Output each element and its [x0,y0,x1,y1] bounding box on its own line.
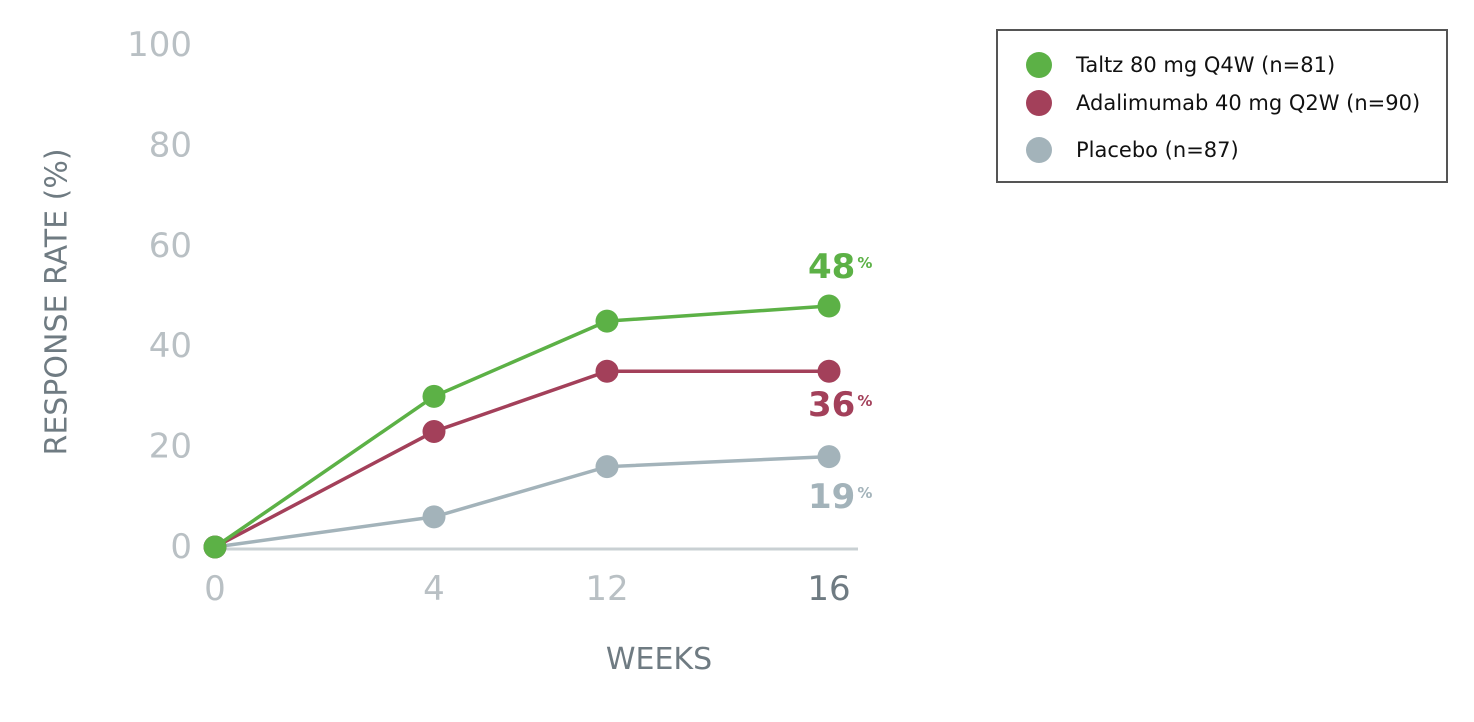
x-tick-label: 0 [204,569,226,609]
data-point [422,505,446,529]
y-tick-label: 40 [149,326,192,366]
data-point [203,535,227,559]
data-point [817,294,841,318]
y-tick-label: 80 [149,125,192,165]
legend-label: Placebo (n=87) [1076,138,1239,162]
end-value-suffix: % [857,392,872,410]
y-axis-ticks: 0 20 40 60 80 100 [127,25,192,567]
legend-label: Adalimumab 40 mg Q2W (n=90) [1076,91,1421,115]
end-value-label: 48% [808,247,872,287]
legend-item: Taltz 80 mg Q4W (n=81) [1026,50,1335,80]
y-axis-title: RESPONSE RATE (%) [40,148,75,455]
end-value-suffix: % [857,254,872,272]
x-axis-title: WEEKS [606,642,712,677]
end-value-label: 19% [808,477,872,517]
data-point [817,359,841,383]
series-line [214,454,830,549]
y-tick-label: 100 [127,25,192,65]
y-tick-label: 60 [149,226,192,266]
legend-item: Placebo (n=87) [1026,135,1239,165]
end-labels: 48 % 36 % 19% [808,247,872,517]
y-tick-label: 20 [149,427,192,467]
x-tick-label: 4 [423,569,445,609]
series-line [214,369,829,549]
y-tick-label: 0 [170,527,192,567]
data-point [595,359,619,383]
data-point [422,384,446,408]
legend: Taltz 80 mg Q4W (n=81) Adalimumab 40 mg Q… [996,29,1448,183]
data-point [817,445,841,469]
series-layer [203,294,841,559]
series-1 [203,294,841,559]
x-tick-label: 12 [585,569,628,609]
legend-item: Adalimumab 40 mg Q2W (n=90) [1026,88,1420,118]
legend-marker [1026,137,1052,163]
series-line [214,304,830,549]
legend-marker [1026,52,1052,78]
x-axis: 0 4 12 16 [204,547,858,609]
data-point [595,455,619,479]
series-2 [203,359,841,559]
legend-marker [1026,90,1052,116]
data-point [595,309,619,333]
end-value-suffix: % [857,484,872,502]
end-value-label: 36% [808,385,872,425]
x-tick-label: 16 [807,569,850,609]
data-point [422,420,446,444]
legend-label: Taltz 80 mg Q4W (n=81) [1076,53,1336,77]
